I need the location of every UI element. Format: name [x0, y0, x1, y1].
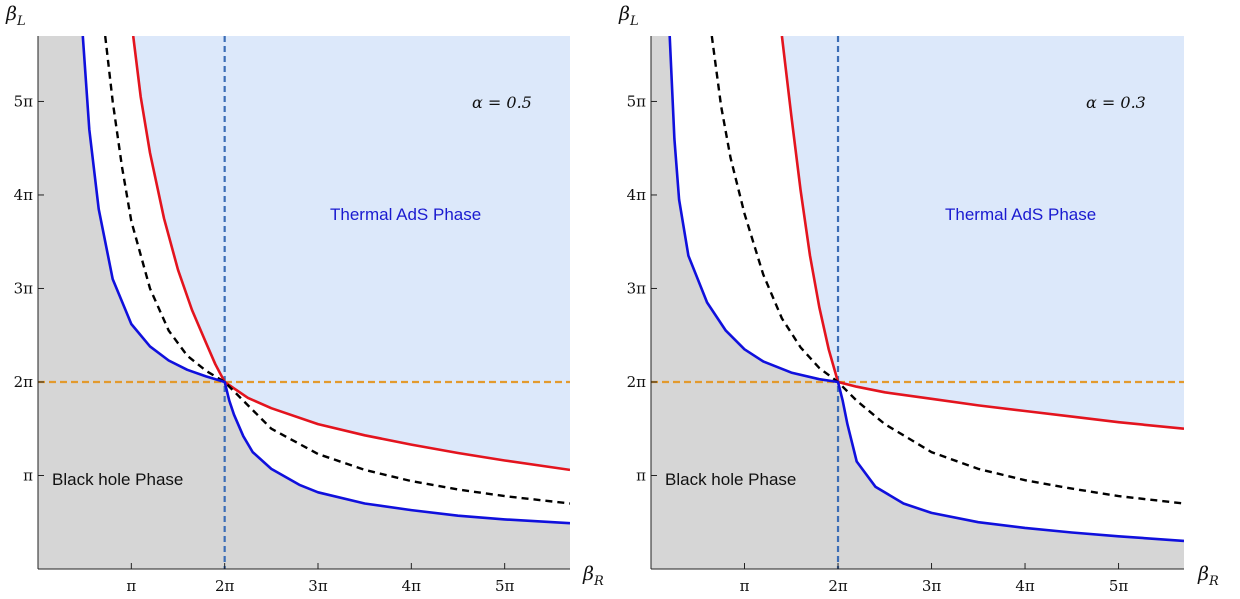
y-tick-label: 5π: [14, 92, 34, 110]
black-hole-phase-label: Black hole Phase: [52, 470, 183, 489]
x-tick-label: 4π: [402, 577, 422, 595]
y-tick-label: π: [636, 466, 646, 484]
y-tick-label: 4π: [14, 186, 34, 204]
x-axis-label: βR: [582, 563, 604, 589]
black-hole-phase-label: Black hole Phase: [665, 470, 796, 489]
y-tick-label: 5π: [627, 92, 647, 110]
y-tick-label: π: [23, 466, 33, 484]
alpha-annotation: α = 0.3: [1086, 93, 1146, 112]
y-tick-label: 4π: [627, 186, 647, 204]
y-axis-label: βL: [618, 3, 639, 29]
thermal-phase-label: Thermal AdS Phase: [330, 205, 481, 224]
phase-diagram-left: π 2π 3π 4π 5π π 2π 3π 4π 5π βL βR α = 0.5 Therma…: [5, 3, 604, 595]
x-tick-label: 3π: [922, 577, 942, 595]
x-tick-label: 2π: [828, 577, 848, 595]
y-tick-label: 2π: [627, 373, 647, 391]
thermal-phase-label: Thermal AdS Phase: [945, 205, 1096, 224]
x-tick-label: π: [126, 577, 136, 595]
x-tick-label: π: [740, 577, 750, 595]
y-tick-label: 3π: [14, 279, 34, 297]
y-tick-label: 2π: [14, 373, 34, 391]
x-tick-label: 4π: [1015, 577, 1035, 595]
alpha-annotation: α = 0.5: [472, 93, 532, 112]
x-tick-label: 5π: [1109, 577, 1129, 595]
x-tick-label: 2π: [215, 577, 235, 595]
x-axis-label: βR: [1197, 563, 1219, 589]
x-tick-label: 3π: [308, 577, 328, 595]
phase-diagram-right: π 2π 3π 4π 5π π 2π 3π 4π 5π βL βR α = 0.3 Therma…: [618, 3, 1219, 595]
y-tick-label: 3π: [627, 279, 647, 297]
x-tick-label: 5π: [495, 577, 515, 595]
y-axis-label: βL: [5, 3, 26, 29]
